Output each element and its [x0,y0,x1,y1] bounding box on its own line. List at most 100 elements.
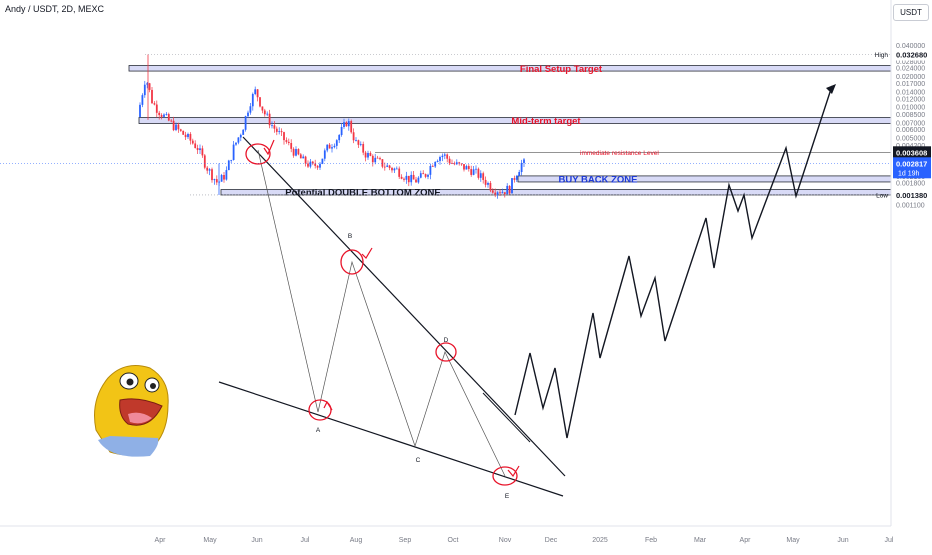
high-price-label-box [893,48,931,61]
candle-body [141,95,144,105]
candle-body [299,154,302,159]
highlight-circle [492,466,518,486]
x-tick-label: Apr [740,537,752,544]
candle-body [391,167,393,171]
candle-body [232,144,235,160]
candle-body [225,170,228,180]
candle-body [227,160,230,171]
candle-body [405,175,408,180]
candle-body [398,168,401,177]
candle-body [371,155,374,163]
frog-pupil [150,383,156,389]
y-tick-label: 0.020000 [896,74,925,81]
candle-body [383,166,386,168]
candle-body [251,94,254,107]
candle-body [191,140,194,144]
candle-body [196,148,199,151]
y-tick-label: 0.007000 [896,120,925,127]
candle-body [376,157,379,159]
candle-body [326,144,329,151]
candle-body [256,89,259,98]
candle-body [295,149,297,156]
highlight-circle [308,399,332,421]
candle-body [275,128,278,132]
y-tick-label: 0.005000 [896,135,925,142]
candle-body [201,148,204,156]
candle-body [489,182,492,191]
candle-body [158,112,161,116]
candle-body [431,165,434,167]
candle-body [453,163,456,165]
x-tick-label: May [786,537,800,544]
candle-body [179,129,182,131]
check-mark [361,247,373,259]
y-tick-label: 0.001100 [896,203,925,210]
candle-body [381,159,384,167]
candle-body [328,144,331,149]
candle-body [388,165,391,168]
candle-body [143,84,146,96]
high-tag: High [875,52,889,59]
candle-body [208,169,211,171]
price-axis [891,0,932,550]
x-tick-label: Apr [155,537,167,544]
candle-body [139,104,141,117]
candle-body [271,125,273,127]
candle-body [235,142,237,145]
symbol-title: Andy / USDT, 2D, MEXC [5,4,105,14]
candle-body [292,148,295,156]
candle-body [261,106,264,111]
x-tick-label: May [203,537,217,544]
candle-body [331,147,333,149]
candle-body [278,131,281,132]
candle-body [175,124,177,131]
candle-body [357,140,360,145]
y-tick-label: 0.017000 [896,81,925,88]
candle-body [364,152,367,158]
candle-body [309,161,312,167]
candle-body [460,163,463,165]
candle-body [182,130,185,135]
candle-body [194,143,197,149]
candle-body [355,140,357,142]
candle-body [206,167,209,171]
candle-body [513,178,516,180]
y-tick-label: 0.010000 [896,105,925,112]
frog-shirt [98,436,159,457]
x-tick-label: Jun [837,537,848,544]
candle-body [189,133,192,141]
currency-button[interactable]: USDT [893,4,929,21]
candle-body [369,152,372,156]
candle-body [477,168,480,178]
candle-body [508,185,511,194]
candle-body [412,174,415,180]
x-tick-label: Nov [499,537,512,544]
x-tick-label: Jul [885,537,894,544]
x-tick-label: Dec [545,537,558,544]
candle-body [167,114,170,121]
frog-pupil [126,378,134,386]
candle-body [239,134,242,138]
candle-body [316,165,319,168]
andy-illustration [80,352,171,461]
candle-body [407,175,410,183]
x-tick-label: Feb [645,537,657,544]
candle-body [487,182,489,185]
candle-body [220,175,223,182]
candle-body [345,122,348,127]
candle-body [367,152,369,158]
candle-body [307,163,309,167]
candle-body [484,179,487,185]
highlight-circle [435,342,457,362]
candle-body [496,192,499,195]
candle-body [172,120,175,131]
y-tick-label: 0.028000 [896,59,925,66]
x-tick-label: 2025 [592,537,608,544]
candle-body [451,163,453,164]
candle-body [244,116,247,130]
candle-body [319,163,321,168]
candle-body [515,176,518,180]
candle-body [321,158,324,164]
